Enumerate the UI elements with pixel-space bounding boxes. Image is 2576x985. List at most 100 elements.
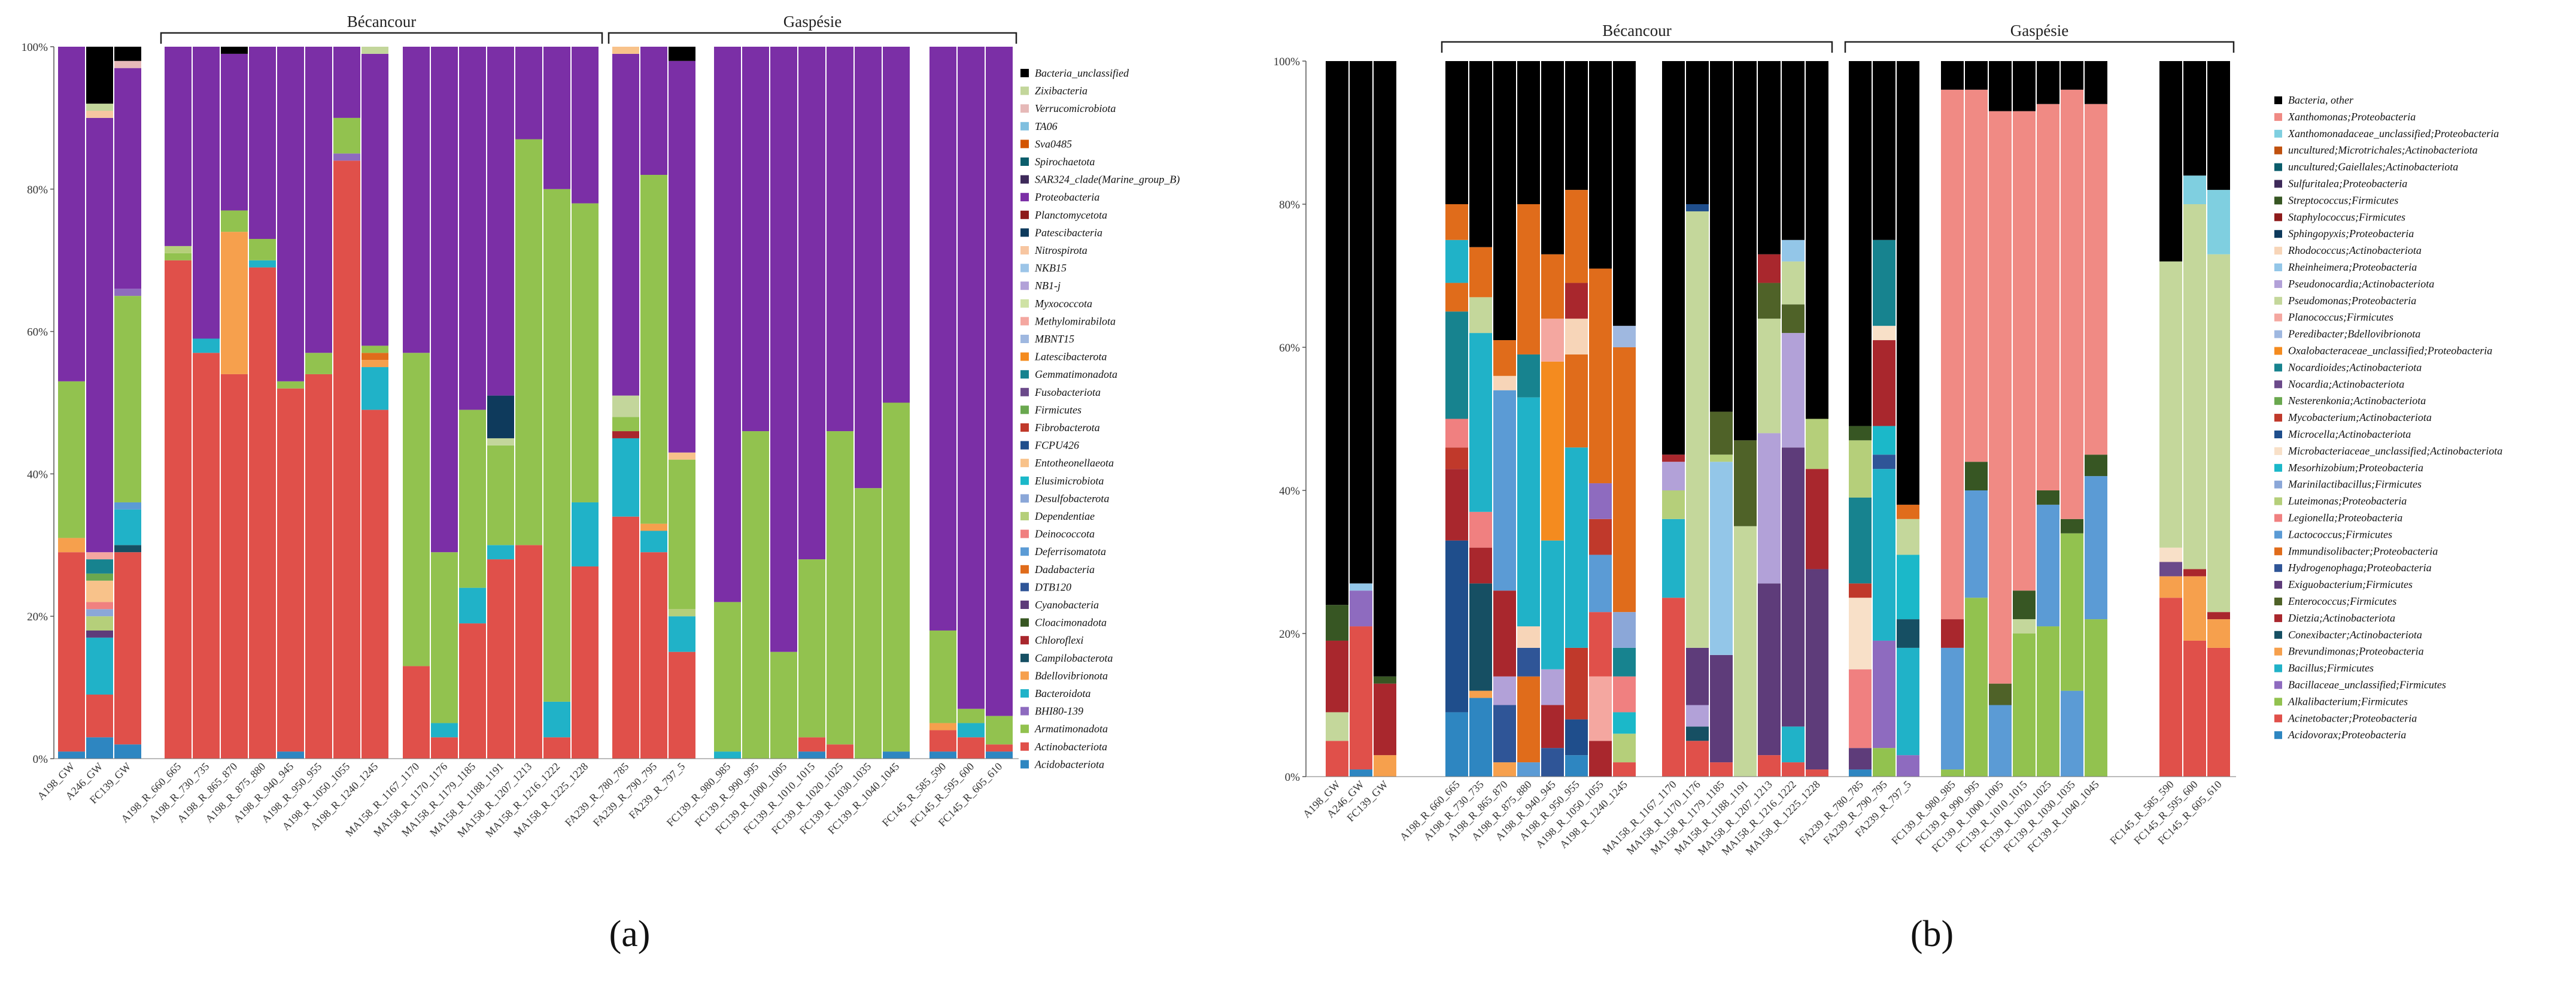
bar-segment [2085, 454, 2107, 477]
bar-segment [1517, 354, 1540, 398]
bar-segment [1686, 211, 1709, 648]
bar-segment [1374, 61, 1396, 677]
bar-segment [1662, 61, 1685, 455]
bar-segment [669, 60, 695, 453]
legend-entry: Actinobacteriota [1034, 741, 1107, 753]
bar-segment [1849, 583, 1872, 598]
bar-segment [1565, 647, 1588, 720]
bar-segment [855, 488, 882, 759]
bar-segment [1873, 469, 1895, 641]
bar-segment [742, 47, 769, 432]
legend-entry: Nocardioides;Actinobacteriota [2288, 361, 2422, 373]
bar-segment [1873, 326, 1895, 341]
bar-segment [1806, 61, 1828, 419]
bar-segment [305, 47, 332, 353]
bar-segment [1469, 61, 1492, 247]
legend-swatch [1020, 742, 1029, 751]
bar-segment [958, 723, 985, 738]
bar-segment [86, 552, 113, 560]
bar-segment [277, 388, 304, 752]
legend-entry: Immundisolibacter;Proteobacteria [2288, 545, 2438, 557]
legend-swatch [1020, 352, 1029, 361]
bar-segment [249, 47, 276, 240]
bar-segment [640, 531, 667, 553]
legend-entry: Sulfuritalea;Proteobacteria [2288, 178, 2407, 190]
legend-entry: Bacteria_unclassified [1035, 67, 1129, 79]
bar-segment [221, 374, 248, 759]
bar-segment [929, 723, 956, 731]
bar-segment [333, 117, 360, 154]
bar-segment [1734, 61, 1757, 441]
bar-segment [1565, 283, 1588, 319]
bar-segment [2207, 647, 2230, 777]
bar-segment [2207, 254, 2230, 613]
bar-segment [362, 53, 388, 346]
bar-segment [1445, 311, 1468, 419]
bar-segment [1445, 240, 1468, 283]
bar-segment [1782, 333, 1805, 448]
bar-segment [2159, 261, 2182, 548]
bar-segment [114, 545, 141, 553]
legend-entry: Microbacteriaceae_unclassified;Actinobac… [2288, 445, 2502, 457]
bar-segment [640, 47, 667, 175]
bar-segment [1686, 61, 1709, 204]
legend-entry: Mycobacterium;Actinobacteriota [2288, 411, 2432, 423]
legend-swatch [2274, 681, 2282, 689]
legend-swatch [2274, 447, 2282, 455]
legend-entry: Myxococcota [1034, 298, 1092, 310]
legend-entry: MBNT15 [1034, 333, 1074, 345]
bar-segment [86, 580, 113, 602]
bar-segment [1589, 519, 1612, 555]
bar-segment [855, 47, 882, 489]
bar-segment [669, 651, 695, 759]
bar-segment [2159, 598, 2182, 777]
bar-segment [1806, 419, 1828, 469]
bar-segment [929, 630, 956, 723]
legend-swatch [2274, 363, 2282, 372]
legend-entry: Bacillaceae_unclassified;Firmicutes [2288, 679, 2446, 691]
bar-segment [1897, 554, 1919, 620]
legend-entry: Patescibacteria [1034, 226, 1102, 238]
legend-swatch [2274, 631, 2282, 639]
bar-segment [1734, 526, 1757, 777]
legend-entry: Verrucomicrobiota [1035, 102, 1116, 114]
bar-segment [1565, 190, 1588, 283]
legend-swatch [1020, 175, 1029, 184]
bar-segment [165, 246, 192, 253]
bar-segment [1849, 426, 1872, 441]
legend-swatch [2274, 431, 2282, 438]
bar-segment [193, 47, 220, 339]
legend-swatch [2274, 330, 2282, 338]
bar-segment [1469, 690, 1492, 698]
bar-segment [114, 47, 141, 61]
bar-segment [2159, 61, 2182, 262]
bar-segment [1350, 61, 1372, 584]
bar-segment [2183, 569, 2206, 577]
bar-segment [958, 47, 985, 709]
bar-segment [1686, 705, 1709, 727]
bar-segment [86, 117, 113, 553]
legend-swatch [2274, 280, 2282, 288]
bar-segment [1613, 734, 1636, 763]
bar-segment [1517, 626, 1540, 648]
bar-segment [277, 751, 304, 759]
legend-swatch [2274, 463, 2282, 472]
legend-entry: Desulfobacterota [1034, 492, 1109, 504]
bar-segment [2037, 626, 2059, 777]
bar-segment [929, 730, 956, 752]
bar-segment [2037, 490, 2059, 505]
bar-segment [114, 502, 141, 510]
legend-swatch [1020, 618, 1029, 627]
bar-segment [86, 609, 113, 617]
bar-segment [798, 47, 825, 560]
group-label: Bécancour [1602, 22, 1671, 40]
bar-segment [1965, 462, 1988, 490]
bar-segment [543, 701, 570, 738]
legend-entry: BHI80-139 [1035, 705, 1083, 717]
legend-swatch [2274, 380, 2282, 389]
legend-entry: SAR324_clade(Marine_group_B) [1035, 174, 1180, 186]
legend-entry: Brevundimonas;Proteobacteria [2288, 645, 2424, 657]
bar-segment [2013, 111, 2036, 591]
bar-segment [1493, 375, 1516, 390]
bar-segment [669, 609, 695, 617]
